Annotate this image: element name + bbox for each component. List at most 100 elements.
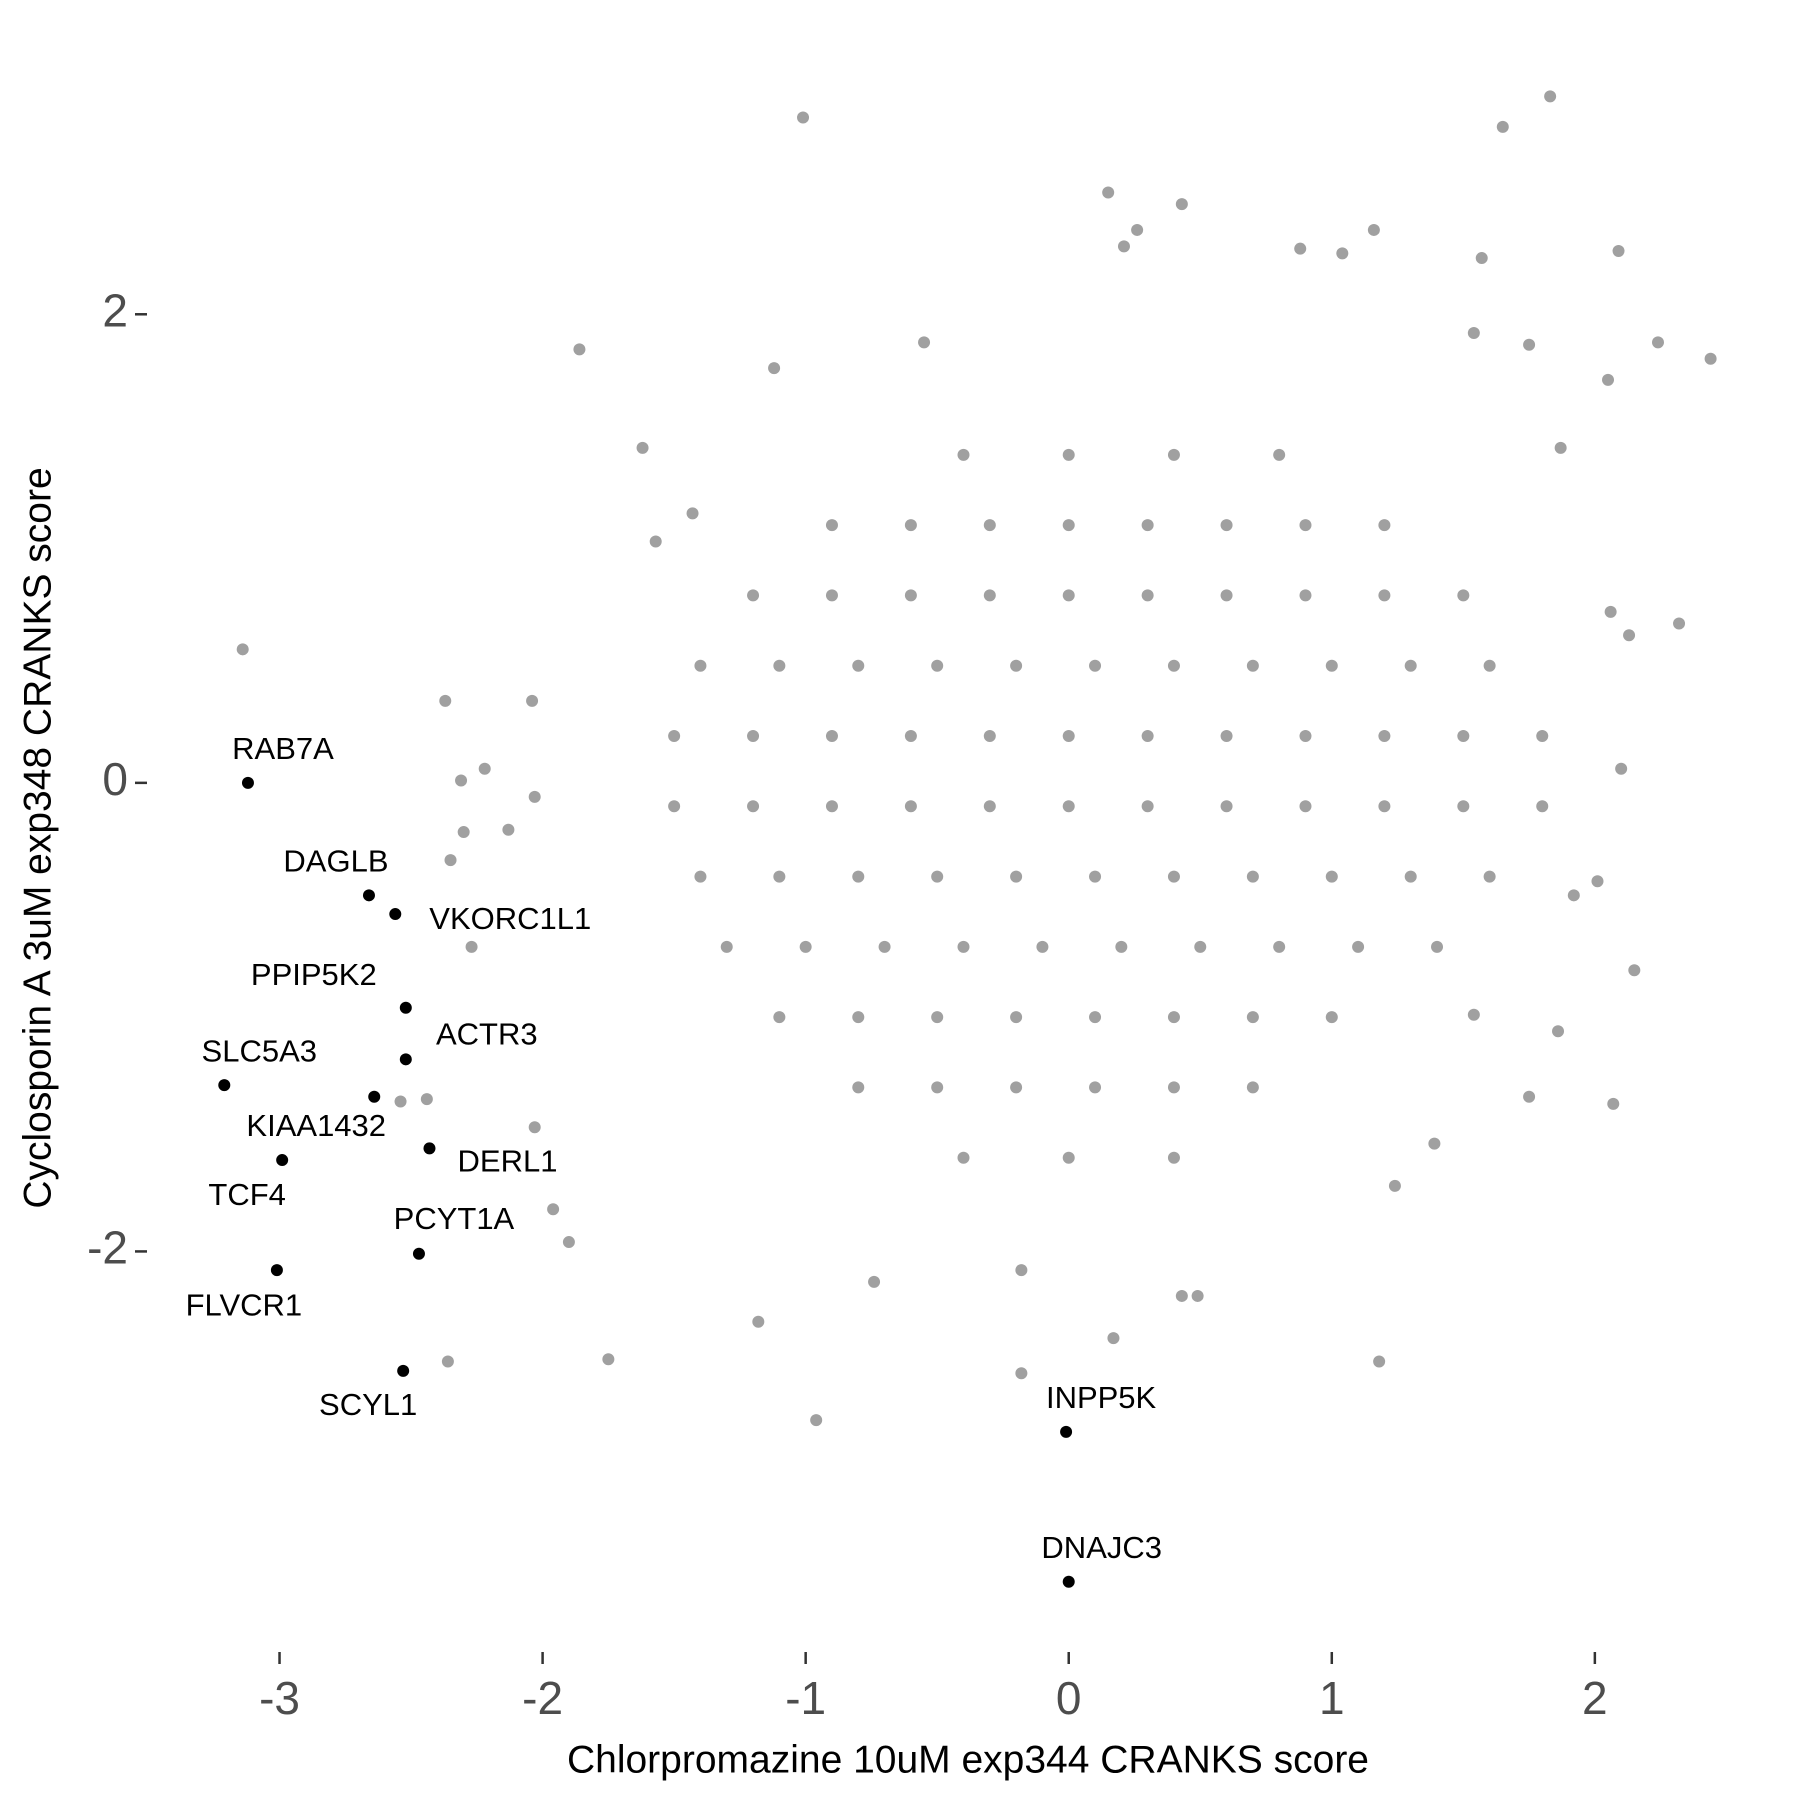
point (1428, 1137, 1441, 1150)
point (441, 1355, 454, 1368)
point (1299, 800, 1312, 813)
point (931, 1011, 944, 1024)
point (852, 1081, 865, 1094)
point (1167, 448, 1180, 461)
point (747, 800, 760, 813)
point-label: TCF4 (208, 1177, 286, 1212)
point (1651, 336, 1664, 349)
x-tick-label: 0 (1056, 1672, 1082, 1724)
point (1246, 659, 1259, 672)
point (1246, 870, 1259, 883)
point (1089, 659, 1102, 672)
point (1167, 1081, 1180, 1094)
point (1325, 1011, 1338, 1024)
point (412, 1247, 425, 1260)
point (420, 1093, 433, 1106)
point (1673, 617, 1686, 630)
point-label: FLVCR1 (186, 1287, 303, 1322)
point (1062, 589, 1075, 602)
point (686, 507, 699, 520)
point (1062, 1575, 1075, 1588)
point (1117, 240, 1130, 253)
point (1220, 589, 1233, 602)
point (1352, 940, 1365, 953)
point (773, 659, 786, 672)
point (1623, 629, 1636, 642)
y-tick-label: 2 (102, 284, 128, 336)
point (649, 535, 662, 548)
point (389, 908, 402, 921)
point (1523, 1090, 1536, 1103)
point (236, 643, 249, 656)
point (1607, 1097, 1620, 1110)
point (720, 940, 733, 953)
point (1246, 1081, 1259, 1094)
point (368, 1090, 381, 1103)
point (1294, 242, 1307, 255)
point (528, 790, 541, 803)
point (1167, 659, 1180, 672)
point (1175, 1289, 1188, 1302)
point (1336, 247, 1349, 260)
point (1523, 338, 1536, 351)
point (852, 1011, 865, 1024)
point (668, 730, 681, 742)
point (797, 111, 810, 124)
point (1220, 800, 1233, 813)
point (904, 800, 917, 813)
point-label: KIAA1432 (246, 1108, 386, 1143)
point (1141, 800, 1154, 813)
point (465, 940, 478, 953)
point (1141, 589, 1154, 602)
point (694, 870, 707, 883)
point (1544, 90, 1557, 103)
point (1457, 800, 1470, 813)
point (1704, 352, 1717, 365)
point (444, 854, 457, 867)
point (547, 1203, 560, 1216)
point (562, 1236, 575, 1249)
point (1089, 1011, 1102, 1024)
point (1167, 1151, 1180, 1164)
point (1591, 875, 1604, 888)
point (502, 823, 515, 836)
point (1175, 198, 1188, 211)
point (773, 870, 786, 883)
point (394, 1095, 407, 1108)
y-axis-title: Cyclosporin A 3uM exp348 CRANKS score (16, 467, 59, 1208)
point (1467, 327, 1480, 340)
point (1536, 800, 1549, 813)
point (1404, 659, 1417, 672)
point (1378, 589, 1391, 602)
y-tick-label: -2 (87, 1222, 128, 1274)
point (983, 589, 996, 602)
point (1131, 223, 1144, 236)
point (957, 1151, 970, 1164)
point (1194, 940, 1207, 953)
point-label: RAB7A (232, 731, 334, 766)
point (1475, 252, 1488, 265)
point (1062, 448, 1075, 461)
point (694, 659, 707, 672)
point-label: ACTR3 (436, 1017, 538, 1052)
point-label: PCYT1A (394, 1201, 515, 1236)
point (957, 940, 970, 953)
point (1015, 1367, 1028, 1380)
point (528, 1121, 541, 1134)
point (931, 870, 944, 883)
point (602, 1353, 615, 1366)
point (1167, 1011, 1180, 1024)
x-tick-label: -2 (522, 1672, 563, 1724)
point (1141, 730, 1154, 742)
point (241, 776, 254, 789)
point (1010, 1011, 1023, 1024)
point (1378, 800, 1391, 813)
point (457, 826, 470, 839)
point (362, 889, 375, 902)
point (1062, 519, 1075, 532)
point (904, 730, 917, 742)
y-tick-label: 0 (102, 753, 128, 805)
point (1552, 1025, 1565, 1038)
point (1378, 519, 1391, 532)
